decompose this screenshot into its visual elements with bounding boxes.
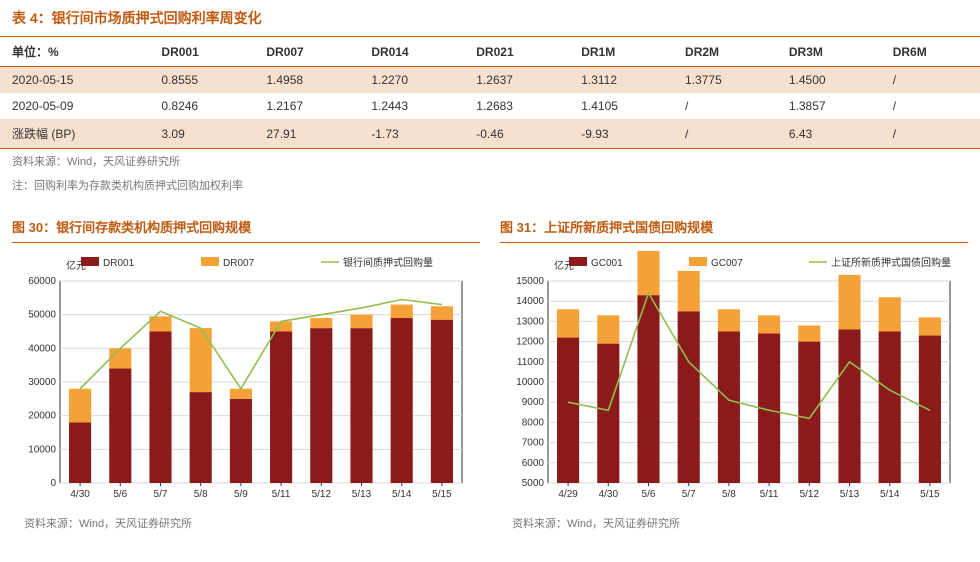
table4-col-header: DR001 <box>149 37 254 67</box>
svg-text:5/7: 5/7 <box>154 489 168 500</box>
svg-text:0: 0 <box>50 478 56 489</box>
table4-cell: / <box>673 93 777 119</box>
svg-text:14000: 14000 <box>516 296 544 307</box>
chart31-title: 图 31：上证所新质押式国债回购规模 <box>500 211 968 243</box>
table-row: 2020-05-090.82461.21671.24431.26831.4105… <box>0 93 980 119</box>
svg-text:5/12: 5/12 <box>800 489 820 500</box>
table4-cell: 0.8246 <box>149 93 254 119</box>
svg-text:7000: 7000 <box>522 438 545 449</box>
svg-text:5000: 5000 <box>522 478 545 489</box>
svg-text:30000: 30000 <box>28 377 56 388</box>
chart31-source: 资料来源：Wind，天风证券研究所 <box>500 511 968 533</box>
table4-cell: / <box>881 67 980 94</box>
table4-col-header: DR1M <box>569 37 673 67</box>
svg-text:5/15: 5/15 <box>432 489 452 500</box>
table4-cell: 1.4105 <box>569 93 673 119</box>
svg-text:上证所新质押式国债回购量: 上证所新质押式国债回购量 <box>831 256 951 269</box>
svg-text:DR007: DR007 <box>223 258 255 269</box>
svg-text:60000: 60000 <box>28 276 56 287</box>
table4-cell: / <box>673 119 777 149</box>
chart31: 5000 6000 7000 8000 9000 10000 11000 12000 13000… <box>500 251 968 511</box>
table4-cell: 3.09 <box>149 119 254 149</box>
svg-text:40000: 40000 <box>28 343 56 354</box>
svg-text:5/8: 5/8 <box>722 489 736 500</box>
svg-text:8000: 8000 <box>522 417 545 428</box>
table4-cell: 1.4500 <box>777 67 881 94</box>
table4-cell: 27.91 <box>254 119 359 149</box>
table4-cell: -9.93 <box>569 119 673 149</box>
table4-cell: 0.8555 <box>149 67 254 94</box>
table4-source: 资料来源：Wind，天风证券研究所 <box>0 149 980 171</box>
svg-text:5/13: 5/13 <box>840 489 860 500</box>
table4-row-label: 2020-05-09 <box>0 93 149 119</box>
table4-cell: -1.73 <box>359 119 464 149</box>
svg-text:10000: 10000 <box>516 377 544 388</box>
table4-row-label: 2020-05-15 <box>0 67 149 94</box>
svg-text:5/14: 5/14 <box>880 489 900 500</box>
table4-cell: 1.4958 <box>254 67 359 94</box>
svg-text:5/8: 5/8 <box>194 489 208 500</box>
svg-text:5/13: 5/13 <box>352 489 372 500</box>
table4-cell: 6.43 <box>777 119 881 149</box>
table4-cell: 1.3775 <box>673 67 777 94</box>
svg-text:6000: 6000 <box>522 458 545 469</box>
svg-text:13000: 13000 <box>516 316 544 327</box>
table4-cell: 1.2443 <box>359 93 464 119</box>
chart30-source: 资料来源：Wind，天风证券研究所 <box>12 511 480 533</box>
table-row: 2020-05-150.85551.49581.22701.26371.3112… <box>0 67 980 94</box>
svg-text:5/14: 5/14 <box>392 489 412 500</box>
svg-text:20000: 20000 <box>28 411 56 422</box>
svg-text:10000: 10000 <box>28 444 56 455</box>
table4-cell: 1.2637 <box>464 67 569 94</box>
svg-text:15000: 15000 <box>516 276 544 287</box>
table4-cell: 1.3112 <box>569 67 673 94</box>
svg-text:5/11: 5/11 <box>272 489 291 500</box>
svg-text:5/12: 5/12 <box>312 489 332 500</box>
svg-text:5/15: 5/15 <box>920 489 940 500</box>
table-row: 涨跌幅 (BP)3.0927.91-1.73-0.46-9.93/6.43/ <box>0 119 980 149</box>
svg-text:4/29: 4/29 <box>558 489 578 500</box>
table4-col-header: DR014 <box>359 37 464 67</box>
table4-unit-label: 单位：% <box>0 37 149 67</box>
table4-cell: 1.2167 <box>254 93 359 119</box>
svg-text:5/6: 5/6 <box>642 489 656 500</box>
table4-row-label: 涨跌幅 (BP) <box>0 119 149 149</box>
svg-text:50000: 50000 <box>28 310 56 321</box>
svg-text:5/6: 5/6 <box>113 489 127 500</box>
svg-text:9000: 9000 <box>522 397 545 408</box>
svg-text:11000: 11000 <box>517 357 545 368</box>
table4-cell: 1.2683 <box>464 93 569 119</box>
svg-text:GC007: GC007 <box>711 258 743 269</box>
table4-col-header: DR6M <box>881 37 980 67</box>
chart30-title: 图 30：银行间存款类机构质押式回购规模 <box>12 211 480 243</box>
chart30: 0100002000030000400005000060000亿元4/305/6… <box>12 251 480 511</box>
svg-text:5/9: 5/9 <box>234 489 248 500</box>
table4-col-header: DR021 <box>464 37 569 67</box>
table4-col-header: DR2M <box>673 37 777 67</box>
svg-text:DR001: DR001 <box>103 258 135 269</box>
table4-col-header: DR3M <box>777 37 881 67</box>
svg-text:5/7: 5/7 <box>682 489 696 500</box>
table4-note: 注：回购利率为存款类机构质押式回购加权利率 <box>0 171 980 211</box>
svg-text:银行间质押式回购量: 银行间质押式回购量 <box>343 256 433 269</box>
table4-cell: / <box>881 119 980 149</box>
svg-text:12000: 12000 <box>516 337 544 348</box>
svg-text:5/11: 5/11 <box>760 489 779 500</box>
svg-text:4/30: 4/30 <box>70 489 90 500</box>
table4-col-header: DR007 <box>254 37 359 67</box>
table4-title: 表 4：银行间市场质押式回购利率周变化 <box>0 0 980 37</box>
svg-text:4/30: 4/30 <box>599 489 619 500</box>
table4: 单位：%DR001DR007DR014DR021DR1MDR2MDR3MDR6M… <box>0 37 980 149</box>
table4-cell: 1.2270 <box>359 67 464 94</box>
svg-text:GC001: GC001 <box>591 258 623 269</box>
table4-cell: 1.3857 <box>777 93 881 119</box>
table4-cell: -0.46 <box>464 119 569 149</box>
table4-cell: / <box>881 93 980 119</box>
